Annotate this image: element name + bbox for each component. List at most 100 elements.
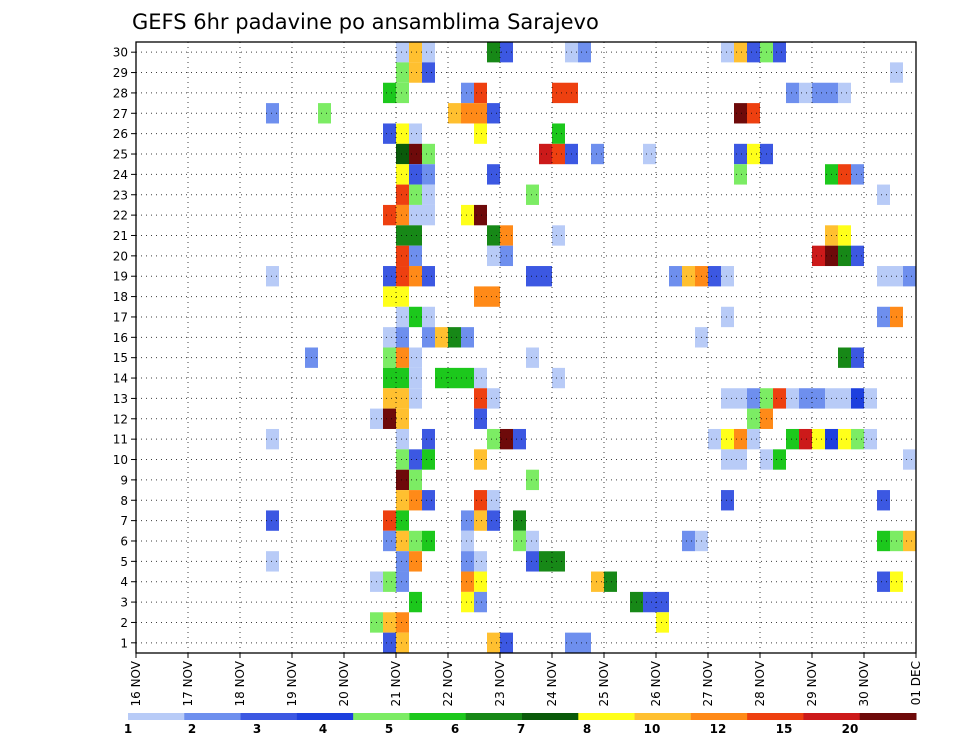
y-tick-label: 21 [113, 229, 128, 243]
heatmap-cell [422, 306, 435, 328]
y-tick-label: 29 [113, 66, 128, 80]
heatmap-cell [422, 428, 435, 450]
heatmap-cell [526, 347, 539, 368]
heatmap-cell [396, 612, 409, 633]
heatmap-cell [799, 82, 812, 104]
y-tick-label: 12 [113, 412, 128, 426]
heatmap-cell [734, 103, 747, 124]
heatmap-cell [552, 367, 565, 389]
heatmap-cell [526, 551, 539, 572]
heatmap-cell [487, 103, 500, 124]
heatmap-cell [266, 266, 279, 287]
x-tick-label: 01 DEC [909, 661, 923, 705]
heatmap-cell [409, 266, 422, 287]
heatmap-cell [877, 571, 890, 592]
heatmap-cell [396, 551, 409, 572]
x-tick-label: 24 NOV [545, 660, 559, 706]
y-axis-labels: 1234567891011121314151617181920212223242… [113, 46, 136, 650]
heatmap-cell [422, 204, 435, 226]
colorbar-segment [184, 713, 242, 720]
heatmap-cell [721, 428, 734, 450]
heatmap-cell [396, 632, 409, 653]
heatmap-cell [877, 306, 890, 328]
y-tick-label: 20 [113, 249, 128, 263]
colorbar-tick-labels: 1 2 3 4 5 6 7 8 10 12 15 20 [124, 722, 859, 736]
heatmap-cell [838, 347, 851, 368]
heatmap-cell [422, 143, 435, 165]
y-tick-label: 2 [120, 616, 128, 630]
y-tick-label: 13 [113, 392, 128, 406]
heatmap-cell [396, 347, 409, 368]
x-tick-label: 28 NOV [753, 660, 767, 706]
heatmap-cell [474, 388, 487, 409]
heatmap-cell [396, 245, 409, 267]
y-tick-label: 10 [113, 453, 128, 467]
x-tick-label: 23 NOV [493, 660, 507, 706]
x-tick-label: 26 NOV [649, 660, 663, 706]
heatmap-cell [851, 428, 864, 450]
heatmap-cell [396, 204, 409, 226]
heatmap-cell [487, 245, 500, 267]
heatmap-cell [396, 306, 409, 328]
heatmap-cell [383, 266, 396, 287]
heatmap-cell [383, 408, 396, 429]
y-tick-label: 30 [113, 46, 128, 60]
heatmap-cell [474, 551, 487, 572]
heatmap-cell [474, 286, 487, 307]
heatmap-cell [448, 327, 461, 348]
heatmap-cell [552, 82, 565, 104]
heatmap-cell [838, 82, 851, 104]
heatmap-cell [422, 327, 435, 348]
x-tick-label: 22 NOV [441, 660, 455, 706]
heatmap-cell [396, 82, 409, 104]
heatmap-cell [422, 42, 435, 63]
heatmap-cell [409, 347, 422, 368]
heatmap-cell [838, 225, 851, 246]
heatmap-cell [383, 123, 396, 144]
heatmap-cell [656, 612, 669, 633]
heatmap-cell [383, 571, 396, 592]
heatmap-cell [396, 286, 409, 307]
x-tick-label: 27 NOV [701, 660, 715, 706]
heatmap-cell [747, 408, 760, 429]
heatmap-cell [383, 347, 396, 368]
heatmap-cell [409, 388, 422, 409]
heatmap-cell [461, 204, 474, 226]
heatmap-cell [539, 551, 552, 572]
heatmap-cell [799, 428, 812, 450]
heatmap-cell [903, 266, 916, 287]
heatmap-cell [409, 490, 422, 511]
y-tick-label: 28 [113, 86, 128, 100]
heatmap-cell [266, 510, 279, 531]
x-tick-label: 16 NOV [129, 660, 143, 706]
y-tick-label: 15 [113, 351, 128, 365]
heatmap-cell [773, 388, 786, 409]
heatmap-cell [409, 62, 422, 83]
heatmap-cell [383, 632, 396, 653]
colorbar-segment [522, 713, 579, 720]
heatmap-cell [526, 469, 539, 491]
heatmap-cell [409, 164, 422, 185]
heatmap-cell [396, 184, 409, 205]
heatmap-cell [838, 164, 851, 185]
colorbar-tick-label: 5 [385, 722, 393, 736]
heatmap-cell [409, 42, 422, 63]
colorbar-tick-label: 15 [776, 722, 793, 736]
heatmap-cell [383, 612, 396, 633]
heatmap-cell [409, 143, 422, 165]
heatmap-cell [773, 449, 786, 470]
heatmap-cell [461, 510, 474, 531]
heatmap-cell [318, 103, 331, 124]
heatmap-cell [864, 428, 877, 450]
heatmap-cell [474, 408, 487, 429]
y-tick-label: 16 [113, 331, 128, 345]
heatmap-cell [643, 143, 656, 165]
heatmap-cell [799, 388, 812, 409]
heatmap-cell [708, 266, 721, 287]
colorbar-tick-label: 3 [253, 722, 261, 736]
heatmap-cell [461, 530, 474, 552]
heatmap-cell [409, 306, 422, 328]
heatmap-cell [422, 62, 435, 83]
heatmap-cell [851, 347, 864, 368]
heatmap-cell [812, 388, 825, 409]
